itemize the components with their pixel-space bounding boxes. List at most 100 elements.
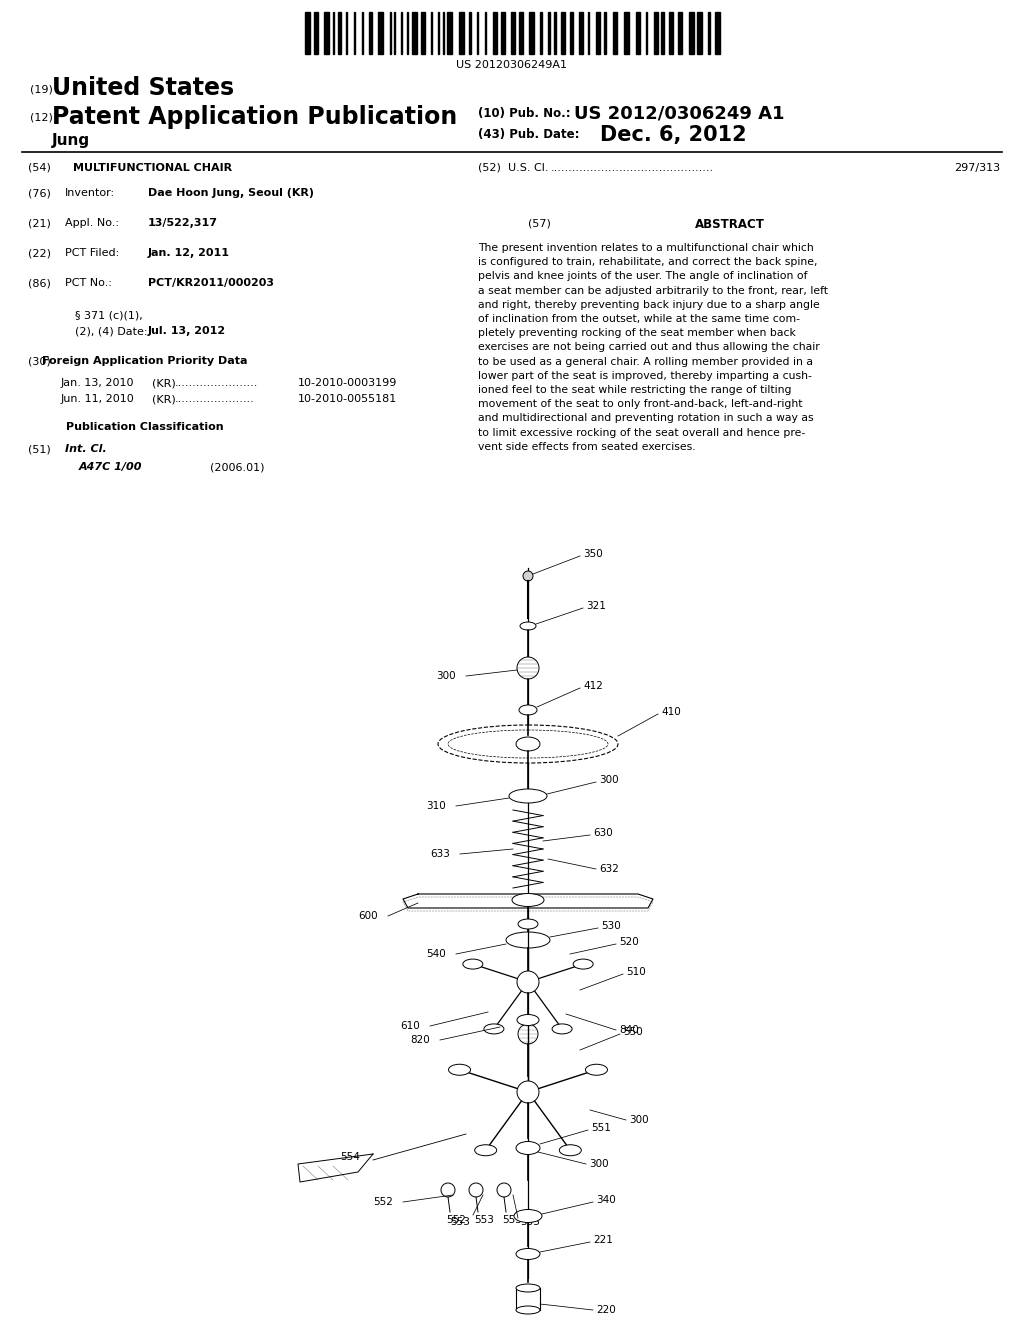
Text: .......................: ....................... (175, 378, 258, 388)
Text: (10) Pub. No.:: (10) Pub. No.: (478, 107, 570, 120)
Bar (689, 12, 694, 54)
Text: 520: 520 (618, 937, 639, 946)
Text: (KR): (KR) (152, 378, 176, 388)
Text: (51): (51) (28, 444, 51, 454)
Ellipse shape (586, 1064, 607, 1076)
Text: vent side effects from seated exercises.: vent side effects from seated exercises. (478, 442, 695, 451)
Text: .............................................: ........................................… (551, 162, 714, 173)
Text: (12): (12) (30, 112, 53, 121)
Ellipse shape (516, 1249, 540, 1259)
Text: 633: 633 (430, 849, 450, 859)
Text: ......................: ...................... (175, 393, 255, 404)
Bar (338, 12, 341, 54)
Ellipse shape (449, 1064, 470, 1076)
Bar (548, 12, 550, 54)
Bar (519, 12, 523, 54)
Bar (447, 12, 452, 54)
Circle shape (517, 1081, 539, 1104)
Text: (2), (4) Date:: (2), (4) Date: (75, 326, 147, 337)
Text: 297/313: 297/313 (954, 162, 1000, 173)
Ellipse shape (573, 960, 593, 969)
Bar (459, 12, 464, 54)
Text: 555: 555 (520, 1217, 540, 1228)
Ellipse shape (520, 622, 536, 630)
Text: 630: 630 (593, 828, 612, 838)
Text: to limit excessive rocking of the seat overall and hence pre-: to limit excessive rocking of the seat o… (478, 428, 805, 438)
Bar (613, 12, 617, 54)
Text: 10-2010-0003199: 10-2010-0003199 (298, 378, 397, 388)
Text: 310: 310 (426, 801, 446, 810)
Text: 610: 610 (400, 1020, 420, 1031)
Text: Jul. 13, 2012: Jul. 13, 2012 (148, 326, 226, 337)
Text: Patent Application Publication: Patent Application Publication (52, 106, 458, 129)
Bar (324, 12, 329, 54)
Text: Jan. 13, 2010: Jan. 13, 2010 (61, 378, 134, 388)
Bar (369, 12, 372, 54)
Bar (511, 12, 515, 54)
Text: A47C 1/00: A47C 1/00 (79, 462, 142, 473)
Text: Dec. 6, 2012: Dec. 6, 2012 (600, 125, 746, 145)
Text: (43) Pub. Date:: (43) Pub. Date: (478, 128, 580, 141)
Text: 10-2010-0055181: 10-2010-0055181 (298, 393, 397, 404)
Text: Jan. 12, 2011: Jan. 12, 2011 (148, 248, 230, 257)
Ellipse shape (516, 1142, 540, 1155)
Text: 553: 553 (474, 1214, 494, 1225)
Text: (54): (54) (28, 162, 51, 173)
Text: US 2012/0306249 A1: US 2012/0306249 A1 (574, 106, 784, 123)
Text: US 20120306249A1: US 20120306249A1 (457, 59, 567, 70)
Text: (57): (57) (528, 218, 551, 228)
Ellipse shape (519, 705, 537, 715)
Text: (22): (22) (28, 248, 51, 257)
Bar (697, 12, 702, 54)
Text: PCT Filed:: PCT Filed: (65, 248, 119, 257)
Bar (305, 12, 310, 54)
Text: (2006.01): (2006.01) (210, 462, 264, 473)
Circle shape (517, 972, 539, 993)
Text: to be used as a general chair. A rolling member provided in a: to be used as a general chair. A rolling… (478, 356, 813, 367)
Ellipse shape (512, 894, 544, 907)
Text: § 371 (c)(1),: § 371 (c)(1), (75, 310, 142, 319)
Text: 530: 530 (601, 921, 621, 931)
Text: Dae Hoon Jung, Seoul (KR): Dae Hoon Jung, Seoul (KR) (148, 187, 314, 198)
Ellipse shape (463, 960, 483, 969)
Text: 550: 550 (623, 1027, 643, 1038)
Text: 510: 510 (626, 968, 646, 977)
Bar (501, 12, 505, 54)
Text: The present invention relates to a multifunctional chair which: The present invention relates to a multi… (478, 243, 814, 253)
Bar (579, 12, 583, 54)
Ellipse shape (484, 1024, 504, 1034)
Bar (554, 12, 556, 54)
Text: 555: 555 (502, 1214, 522, 1225)
Ellipse shape (516, 1284, 540, 1292)
Circle shape (441, 1183, 455, 1197)
Bar (654, 12, 658, 54)
Ellipse shape (518, 919, 538, 929)
Ellipse shape (506, 932, 550, 948)
Text: (19): (19) (30, 84, 53, 94)
Text: 820: 820 (411, 1035, 430, 1045)
Text: (76): (76) (28, 187, 51, 198)
Bar (636, 12, 640, 54)
Text: United States: United States (52, 77, 234, 100)
Text: Jun. 11, 2010: Jun. 11, 2010 (61, 393, 135, 404)
Text: 840: 840 (618, 1026, 639, 1035)
Text: MULTIFUNCTIONAL CHAIR: MULTIFUNCTIONAL CHAIR (73, 162, 232, 173)
Text: 340: 340 (596, 1195, 615, 1205)
Bar (669, 12, 673, 54)
Bar (540, 12, 542, 54)
Circle shape (523, 572, 534, 581)
Bar (561, 12, 565, 54)
Text: Jung: Jung (52, 133, 90, 148)
Text: 600: 600 (358, 911, 378, 921)
Text: PCT/KR2011/000203: PCT/KR2011/000203 (148, 279, 274, 288)
Bar (678, 12, 682, 54)
Text: 552: 552 (373, 1197, 393, 1206)
Text: 412: 412 (583, 681, 603, 690)
Text: PCT No.:: PCT No.: (65, 279, 112, 288)
Bar (421, 12, 425, 54)
Text: 551: 551 (591, 1123, 611, 1133)
Text: ioned feel to the seat while restricting the range of tilting: ioned feel to the seat while restricting… (478, 385, 792, 395)
Circle shape (497, 1183, 511, 1197)
Circle shape (517, 657, 539, 678)
Text: and right, thereby preventing back injury due to a sharp angle: and right, thereby preventing back injur… (478, 300, 820, 310)
